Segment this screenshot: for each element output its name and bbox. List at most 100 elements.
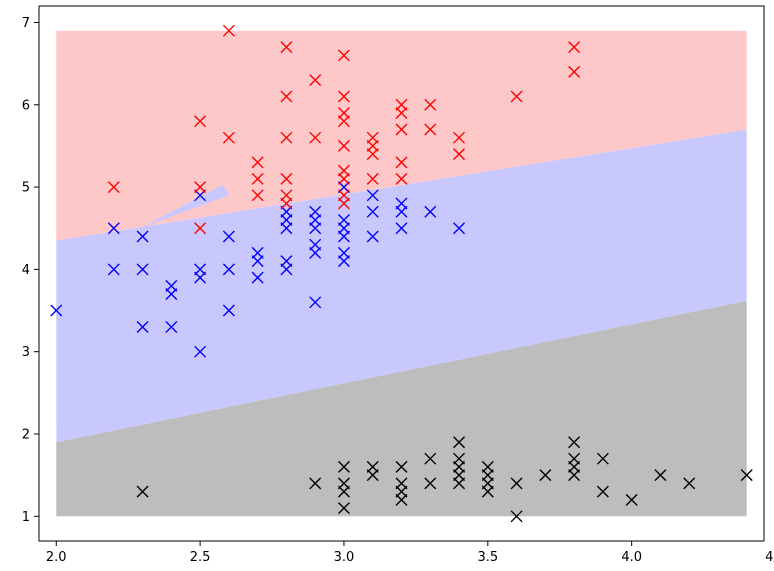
- point-s2-0: [107, 181, 120, 194]
- point-s2-4: [222, 24, 235, 37]
- y-tick-label-3: 4: [22, 263, 30, 278]
- point-s2-41: [568, 65, 581, 78]
- x-tick-label-2: 3.0: [334, 550, 355, 565]
- point-s0-13: [424, 477, 437, 490]
- point-s1-12: [194, 345, 207, 358]
- point-s1-17: [251, 255, 264, 268]
- point-s0-24: [510, 510, 523, 523]
- y-tick-label-2: 3: [22, 345, 30, 360]
- point-s1-28: [309, 246, 322, 259]
- point-s2-11: [280, 131, 293, 144]
- point-s2-37: [453, 131, 466, 144]
- point-s0-2: [337, 460, 350, 473]
- y-tick-label-1: 2: [22, 428, 30, 443]
- point-s2-36: [424, 123, 437, 136]
- point-s1-26: [309, 222, 322, 235]
- point-s0-18: [453, 477, 466, 490]
- point-s0-1: [309, 477, 322, 490]
- point-s1-15: [222, 304, 235, 317]
- point-s1-37: [366, 205, 379, 218]
- x-tick-label-1: 2.5: [190, 550, 211, 565]
- point-s0-7: [366, 469, 379, 482]
- x-tick-label-5: 4.5: [765, 550, 774, 565]
- point-s2-29: [366, 172, 379, 185]
- point-s1-18: [251, 271, 264, 284]
- point-s2-10: [280, 90, 293, 103]
- point-s2-34: [395, 172, 408, 185]
- point-s2-25: [337, 197, 350, 210]
- point-s1-41: [395, 222, 408, 235]
- point-s2-21: [337, 139, 350, 152]
- point-s1-7: [165, 288, 178, 301]
- point-s1-0: [50, 304, 63, 317]
- region-middle: [56, 129, 747, 443]
- point-s2-17: [337, 49, 350, 62]
- point-s1-43: [453, 222, 466, 235]
- y-tick-label-0: 1: [22, 510, 30, 525]
- axes: 2.0 2.5 3.0 3.5 4.0 4.5 1 2 3 4 5 6 7: [22, 5, 774, 565]
- point-s0-31: [596, 485, 609, 498]
- region-upper: [56, 30, 747, 241]
- point-s2-33: [395, 156, 408, 169]
- point-s2-6: [251, 156, 264, 169]
- point-s1-1: [107, 222, 120, 235]
- point-s2-18: [337, 90, 350, 103]
- y-tick-label-6: 7: [22, 16, 30, 31]
- point-s1-23: [280, 263, 293, 276]
- point-s1-35: [337, 255, 350, 268]
- y-tick-label-5: 6: [22, 98, 30, 113]
- point-s1-11: [194, 271, 207, 284]
- point-s2-35: [424, 98, 437, 111]
- x-tick-label-4: 4.0: [621, 550, 642, 565]
- point-s0-14: [453, 436, 466, 449]
- point-s2-38: [453, 148, 466, 161]
- point-s0-26: [568, 436, 581, 449]
- x-tick-label-0: 2.0: [46, 550, 67, 565]
- plot-frame: [38, 5, 765, 542]
- point-s0-22: [481, 485, 494, 498]
- point-s0-12: [424, 452, 437, 465]
- point-s2-5: [222, 131, 235, 144]
- y-tick-label-4: 5: [22, 181, 30, 196]
- point-s0-30: [596, 452, 609, 465]
- point-s2-9: [280, 41, 293, 54]
- data-markers: [50, 24, 753, 523]
- point-s2-3: [194, 222, 207, 235]
- point-s1-2: [107, 263, 120, 276]
- point-s2-16: [309, 131, 322, 144]
- point-s0-35: [740, 469, 753, 482]
- point-s1-38: [366, 230, 379, 243]
- decision-regions: [56, 30, 747, 517]
- point-s2-20: [337, 115, 350, 128]
- point-s0-25: [539, 469, 552, 482]
- point-s2-2: [194, 181, 207, 194]
- point-s1-21: [280, 222, 293, 235]
- point-s2-15: [309, 74, 322, 87]
- point-s0-5: [337, 502, 350, 515]
- point-s2-39: [510, 90, 523, 103]
- point-s1-5: [136, 321, 149, 333]
- x-tick-label-3: 3.5: [477, 550, 498, 565]
- point-s2-7: [251, 172, 264, 185]
- point-s2-1: [194, 115, 207, 128]
- point-s1-33: [337, 230, 350, 243]
- point-s0-8: [395, 460, 408, 473]
- point-s0-33: [654, 469, 667, 482]
- point-s1-36: [366, 189, 379, 202]
- point-s2-28: [366, 148, 379, 161]
- point-s2-23: [337, 172, 350, 185]
- point-s2-12: [280, 172, 293, 185]
- point-s0-23: [510, 477, 523, 490]
- point-s0-32: [625, 493, 638, 506]
- point-s1-29: [309, 296, 322, 309]
- point-s1-40: [395, 205, 408, 218]
- point-s1-14: [222, 263, 235, 276]
- point-s1-8: [165, 321, 178, 333]
- point-s0-0: [136, 485, 149, 498]
- point-s1-42: [424, 205, 437, 218]
- point-s0-4: [337, 485, 350, 498]
- point-s0-11: [395, 493, 408, 506]
- point-s2-8: [251, 189, 264, 202]
- point-s1-4: [136, 263, 149, 276]
